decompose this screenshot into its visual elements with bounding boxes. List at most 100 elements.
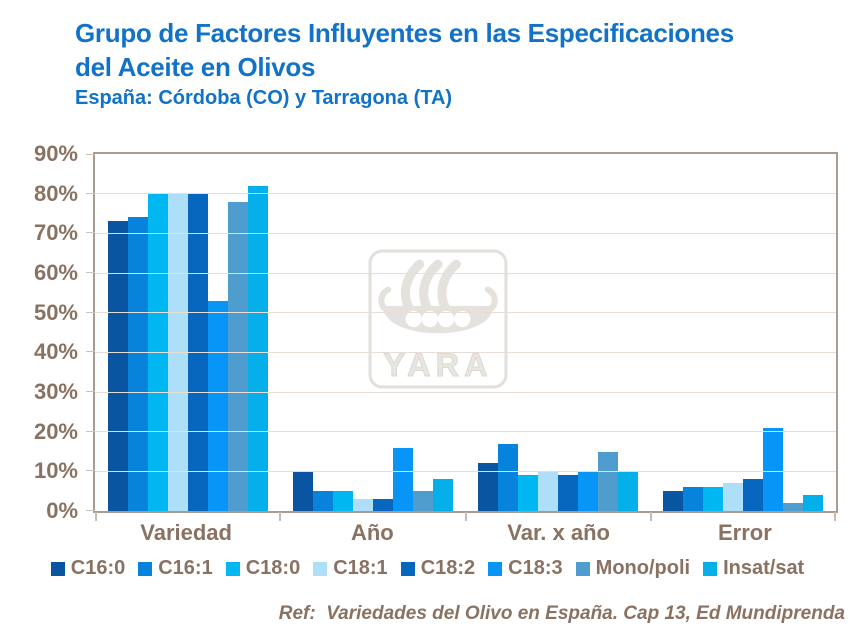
bar <box>227 201 248 511</box>
bar <box>207 300 228 511</box>
bar <box>107 221 128 511</box>
page-subtitle: España: Córdoba (CO) y Tarragona (TA) <box>75 87 453 109</box>
legend-swatch-icon <box>703 561 718 576</box>
legend: C16:0 C16:1 C18:0 C18:1 C18:2 C18:3 Mono/poli I… <box>0 557 855 580</box>
y-axis-tick <box>86 351 95 353</box>
bar <box>663 491 684 511</box>
bar <box>392 447 413 511</box>
y-axis-tick <box>86 391 95 392</box>
y-axis-label: 40% <box>33 339 78 365</box>
x-axis: Variedad Año Var. x año Error <box>93 520 838 546</box>
gridline <box>95 351 836 353</box>
category-label: Año <box>350 520 394 545</box>
bar <box>598 451 619 511</box>
y-axis-tick <box>86 311 95 313</box>
bar <box>538 471 559 511</box>
bar <box>723 483 744 511</box>
title-block: Grupo de Factores Influyentes en las Esp… <box>75 16 734 110</box>
bar <box>312 491 333 511</box>
y-axis-label: 60% <box>33 260 78 285</box>
legend-label: C18:2 <box>420 557 476 579</box>
legend-swatch-icon <box>575 561 590 576</box>
y-axis-tick <box>86 272 95 273</box>
bar <box>332 491 353 511</box>
legend-item: C18:2 <box>400 557 476 580</box>
bar <box>247 185 268 511</box>
bar <box>578 471 599 511</box>
page-title-line2: del Aceite en Olivos <box>75 52 316 82</box>
bar <box>372 499 393 511</box>
bar <box>478 463 499 511</box>
legend-label: C16:0 <box>70 557 126 579</box>
bar <box>763 427 784 511</box>
legend-label: C18:3 <box>508 557 563 579</box>
bar <box>292 471 313 511</box>
legend-item: Insat/sat <box>703 557 804 580</box>
y-axis: 90% 80% 70% 60% 50% 40% 30% 20% 10% 0% <box>0 141 84 523</box>
bar <box>127 217 148 511</box>
bar <box>432 479 453 511</box>
legend-item: C18:1 <box>313 557 388 580</box>
bar-group-4 <box>651 154 836 511</box>
gridline <box>95 431 836 433</box>
legend-swatch-icon <box>400 561 415 576</box>
y-axis-label: 90% <box>33 141 78 166</box>
y-axis-tick <box>86 154 95 155</box>
x-axis-tick <box>464 512 467 521</box>
y-axis-label: 80% <box>33 180 78 206</box>
legend-item: C18:3 <box>488 557 563 580</box>
x-axis-tick <box>95 512 97 521</box>
bar <box>743 479 764 511</box>
legend-item: C18:0 <box>225 557 301 580</box>
y-axis-label: 0% <box>46 498 78 523</box>
category-label: Error <box>717 520 772 545</box>
legend-swatch-icon <box>488 561 503 576</box>
bar <box>618 471 639 511</box>
watermark-frame <box>368 249 508 389</box>
page-title-line1: Grupo de Factores Influyentes en las Esp… <box>75 18 734 48</box>
x-axis-tick <box>649 512 652 521</box>
legend-item: Mono/poli <box>575 557 691 580</box>
legend-swatch-icon <box>225 561 240 576</box>
legend-label: C18:0 <box>245 557 301 579</box>
y-axis-tick <box>86 510 95 511</box>
reference-text: Ref: Variedades del Olivo en España. Cap… <box>278 603 845 624</box>
bar <box>803 495 824 511</box>
x-axis-tick <box>834 512 836 521</box>
bar <box>518 475 539 511</box>
y-axis-tick <box>86 232 95 234</box>
y-axis-tick <box>86 192 95 194</box>
y-axis-tick <box>86 430 95 432</box>
legend-label: Insat/sat <box>723 557 805 579</box>
ship-sails-icon <box>400 259 461 314</box>
bar-group-2 <box>280 154 465 511</box>
bar <box>783 503 804 511</box>
category-label: Variedad <box>140 520 232 545</box>
y-axis-label: 20% <box>33 418 78 444</box>
y-axis-label: 10% <box>33 458 78 484</box>
plot-area: YARA <box>86 152 838 521</box>
legend-label: C16:1 <box>158 557 213 579</box>
legend-swatch-icon <box>50 561 65 576</box>
gridline <box>95 272 836 274</box>
bar-group-1 <box>95 154 280 511</box>
legend-item: C16:1 <box>138 557 213 580</box>
legend-swatch-icon <box>313 561 328 576</box>
legend-label: C18:1 <box>333 557 388 579</box>
category-label: Var. x año <box>507 520 610 545</box>
gridline <box>95 232 836 234</box>
y-axis-label: 50% <box>33 299 78 325</box>
y-axis-label: 70% <box>33 220 78 246</box>
legend-swatch-icon <box>138 561 153 576</box>
bar <box>558 475 579 511</box>
y-axis-label: 30% <box>33 379 78 404</box>
gridline <box>95 391 836 393</box>
gridline <box>95 470 836 472</box>
bar <box>703 487 724 511</box>
x-axis-tick <box>279 512 282 521</box>
legend-label: Mono/poli <box>595 557 691 579</box>
gridline <box>95 193 836 195</box>
y-axis-tick <box>86 470 95 472</box>
bar <box>683 487 704 511</box>
bar <box>412 491 433 511</box>
